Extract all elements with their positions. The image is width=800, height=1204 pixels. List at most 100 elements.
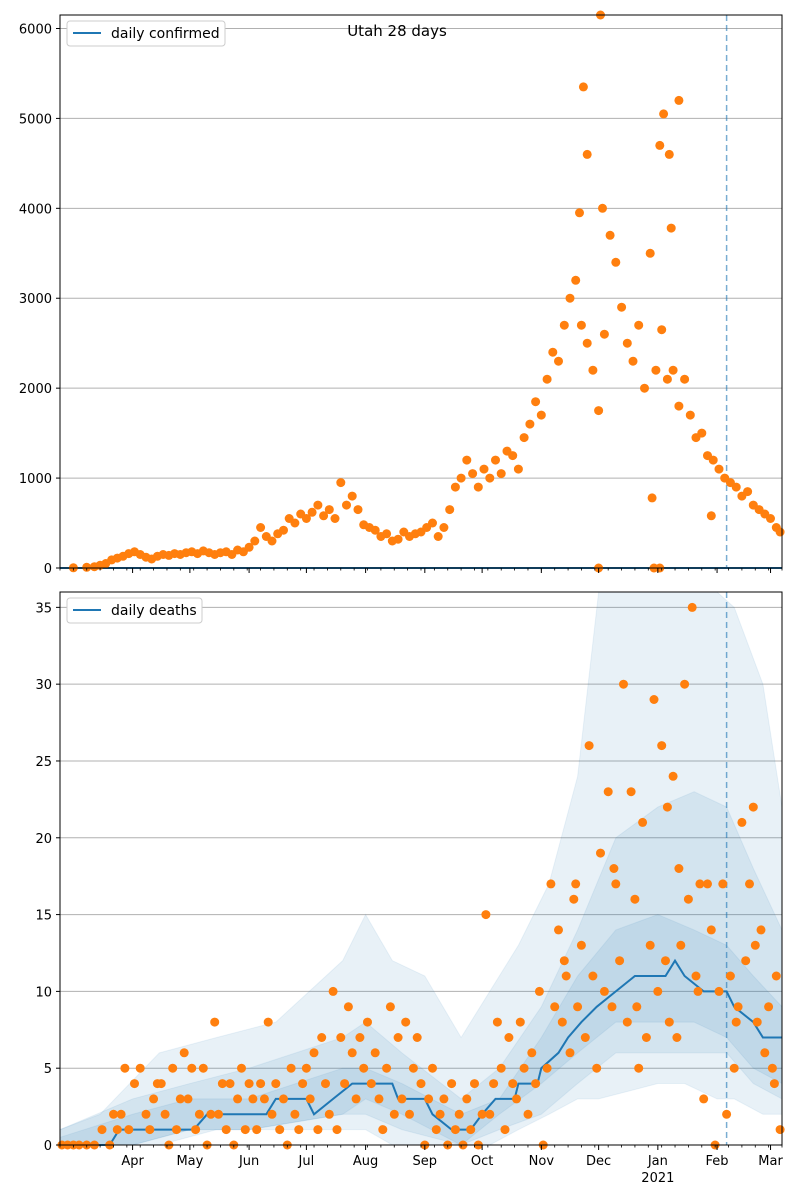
data-point [674,864,684,873]
data-point [492,1017,502,1027]
data-point [183,1094,193,1104]
data-point [267,536,277,546]
data-point [722,1109,732,1119]
data-point [336,478,346,488]
data-point [554,925,563,935]
x-tick-label: Feb [706,1154,729,1169]
data-point [582,338,592,348]
y-tick-label: 1000 [19,472,52,487]
data-point [412,1033,422,1042]
data-point [531,397,541,407]
x-tick-label: Sep [413,1154,438,1169]
y-tick-label: 15 [35,909,52,924]
data-point [466,1125,476,1135]
data-point [233,1094,243,1104]
data-point [630,894,640,904]
data-point [582,149,592,159]
data-point [641,1033,651,1042]
data-point [504,1033,514,1042]
data-point [378,1125,388,1135]
data-point [450,1125,460,1135]
data-point [496,1063,506,1073]
data-point [382,529,392,539]
data-point [301,514,311,523]
data-point [672,1033,682,1042]
data-point [317,1033,327,1042]
data-point [366,1079,376,1089]
data-point [666,223,676,233]
data-point [221,1125,231,1135]
data-point [548,347,558,357]
data-point [714,464,724,474]
data-point [655,140,665,150]
data-point [565,293,575,303]
data-point [615,956,625,966]
data-point [359,1063,369,1073]
data-point [198,1063,208,1073]
data-point [691,971,701,981]
data-point [385,1002,395,1012]
data-point [531,1079,541,1089]
data-point [149,1094,159,1104]
confirmed-legend-label: daily confirmed [111,26,220,42]
data-point [256,523,266,532]
data-point [263,1017,273,1027]
data-point [685,410,695,420]
data-point [82,562,92,572]
data-point [145,1125,155,1135]
data-point [187,1063,197,1073]
data-point [659,109,669,119]
data-point [370,525,380,535]
data-point [244,542,254,552]
data-point [743,487,753,497]
data-point [450,482,460,492]
data-point [599,986,609,996]
data-point [550,1002,560,1012]
data-point [766,514,775,523]
y-tick-label: 5 [44,1062,52,1077]
data-point [447,1079,457,1089]
data-point [542,1063,552,1073]
data-point [428,518,437,528]
data-point [748,802,758,812]
data-point [210,1017,220,1027]
data-point [527,1048,537,1058]
y-tick-label: 35 [35,601,52,616]
data-point [559,320,569,330]
data-point [622,1017,632,1027]
data-point [674,401,684,411]
data-point [605,230,615,240]
data-point [191,1125,201,1135]
data-point [259,1094,269,1104]
data-point [584,741,594,751]
data-point [286,1063,296,1073]
data-point [363,1017,372,1027]
data-point [347,1048,357,1058]
data-point [439,523,449,532]
data-point [645,940,655,950]
x-tick-label: Oct [471,1154,493,1169]
deaths-legend-box [66,597,203,624]
data-point [393,1033,403,1042]
data-point [699,1094,709,1104]
deaths-legend: daily deaths [66,597,203,624]
data-point [708,455,718,465]
confirmed-legend: daily confirmed [66,20,226,47]
data-point [661,956,670,966]
data-point [397,1094,407,1104]
data-point [611,257,621,267]
data-point [217,1079,227,1089]
data-point [626,787,636,797]
data-point [294,1125,304,1135]
deaths-x-ticks: Apr May Jun Jul Aug Sep Oct Nov Dec Jan Feb Mar 2021 [59,1145,783,1186]
data-point [473,482,483,492]
data-point [445,505,455,515]
data-point [206,1109,216,1119]
deaths-points [57,602,785,1150]
data-point [596,848,605,858]
data-point [481,910,491,920]
data-point [588,971,598,981]
confirmed-chart-title: Utah 28 days [347,22,447,40]
data-point [619,679,628,689]
